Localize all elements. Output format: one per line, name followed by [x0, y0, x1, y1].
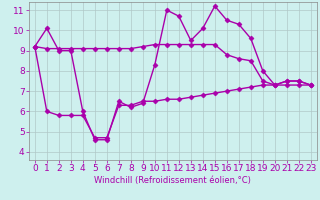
X-axis label: Windchill (Refroidissement éolien,°C): Windchill (Refroidissement éolien,°C) — [94, 176, 251, 185]
